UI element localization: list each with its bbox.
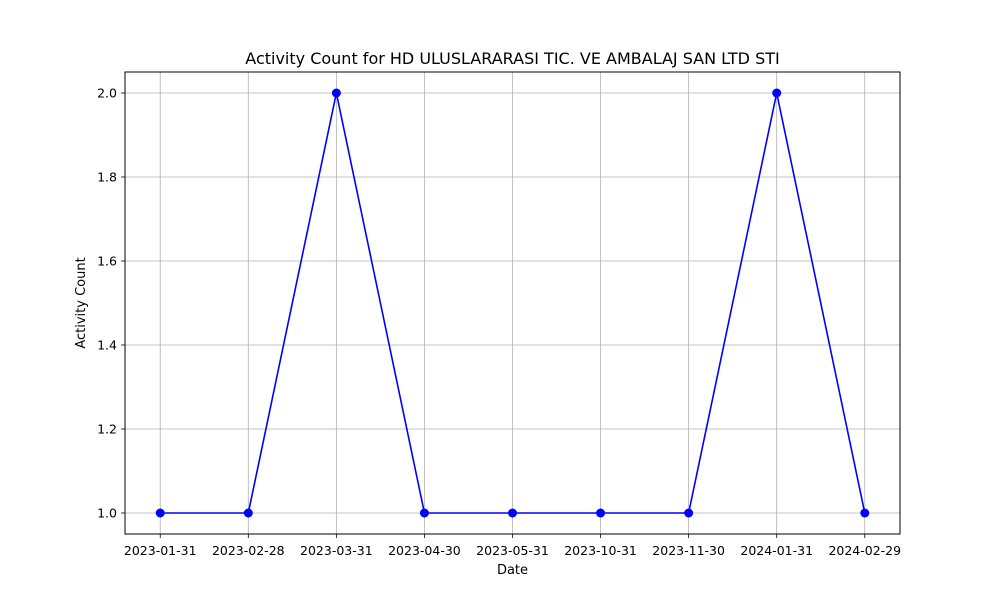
data-point-marker (331, 88, 341, 98)
data-point-marker (596, 508, 606, 518)
chart-title: Activity Count for HD ULUSLARARASI TIC. … (245, 49, 779, 68)
tick-layer: 2023-01-31 2023-02-28 2023-03-31 2023-04-30… (97, 86, 901, 559)
data-point-marker (860, 508, 870, 518)
x-tick-label: 2023-04-30 (388, 543, 461, 558)
y-tick-label: 1.8 (97, 170, 117, 185)
y-tick-label: 2.0 (97, 86, 117, 101)
x-tick-label: 2023-11-30 (652, 543, 725, 558)
x-tick-label: 2023-03-31 (300, 543, 373, 558)
data-point-marker (243, 508, 253, 518)
y-tick-label: 1.4 (97, 338, 117, 353)
x-tick-label: 2023-05-31 (476, 543, 549, 558)
y-tick-label: 1.0 (97, 506, 117, 521)
x-tick-label: 2023-10-31 (564, 543, 637, 558)
y-axis-label: Activity Count (74, 257, 89, 348)
series-layer (155, 88, 870, 518)
x-tick-label: 2024-01-31 (740, 543, 813, 558)
grid-layer (125, 72, 900, 534)
x-tick-label: 2023-01-31 (124, 543, 197, 558)
x-axis-label: Date (497, 563, 528, 578)
data-point-marker (772, 88, 782, 98)
data-point-marker (419, 508, 429, 518)
y-tick-label: 1.6 (97, 254, 117, 269)
data-point-marker (508, 508, 517, 518)
data-point-marker (155, 508, 165, 518)
y-tick-label: 1.2 (97, 422, 117, 437)
x-tick-label: 2023-02-28 (212, 543, 285, 558)
data-point-marker (684, 508, 694, 518)
x-tick-label: 2024-02-29 (828, 543, 901, 558)
